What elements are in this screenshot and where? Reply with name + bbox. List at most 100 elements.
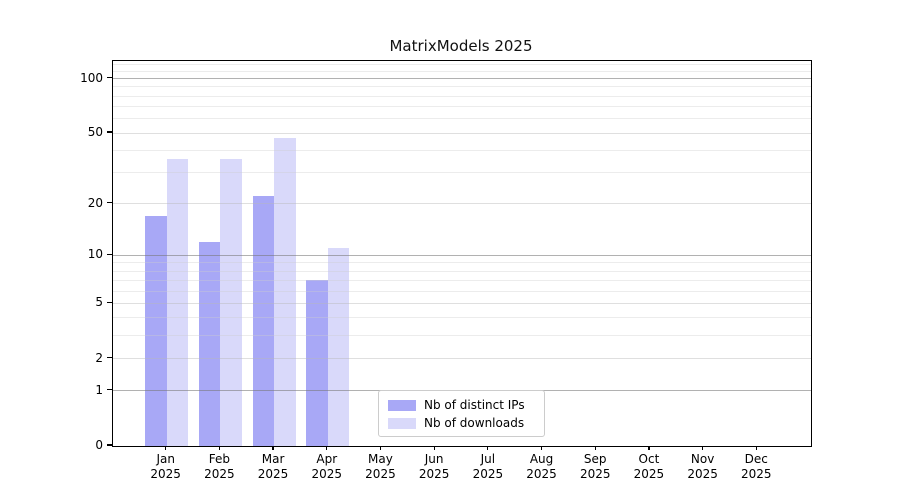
x-tick-label: May 2025: [353, 452, 407, 481]
y-tick-mark: [107, 356, 112, 359]
major-gridline: [113, 132, 811, 134]
x-tick-mark: [702, 446, 704, 450]
x-tick-year: 2025: [311, 466, 343, 481]
x-tick-mark: [433, 446, 435, 450]
legend-item-distinct-ips: Nb of distinct IPs: [388, 398, 535, 412]
bar-distinct-ips-jan: [145, 215, 167, 446]
x-tick-month: Dec: [744, 452, 768, 466]
x-tick-year: 2025: [526, 466, 557, 481]
minor-gridline: [113, 317, 811, 319]
x-tick-mark: [594, 446, 596, 450]
y-tick-label: 5: [95, 295, 103, 310]
minor-gridline: [113, 95, 811, 97]
y-tick-mark: [107, 131, 112, 133]
x-tick-month: Apr: [316, 452, 338, 466]
minor-gridline: [113, 262, 811, 264]
y-tick-label: 10: [87, 247, 103, 262]
bar-distinct-ips-feb: [198, 241, 221, 446]
y-tick-label: 100: [80, 70, 103, 85]
y-tick-label: 2: [95, 350, 103, 365]
x-tick-label: Jul 2025: [461, 452, 515, 481]
x-tick-year: 2025: [579, 466, 611, 481]
y-tick-mark: [107, 253, 112, 255]
minor-gridline: [113, 270, 811, 272]
minor-gridline: [113, 63, 811, 65]
major-gridline: [113, 358, 811, 360]
minor-gridline: [113, 279, 811, 281]
x-tick-year: 2025: [633, 466, 665, 481]
major-gridline: [113, 254, 811, 256]
x-tick-year: 2025: [150, 466, 181, 481]
x-tick-label: Aug 2025: [515, 452, 569, 481]
bar-downloads-mar: [274, 137, 296, 446]
y-tick-label: 1: [95, 382, 103, 397]
x-tick-year: 2025: [418, 466, 450, 481]
x-tick-label: Feb 2025: [192, 452, 246, 481]
legend-swatch-distinct-ips: [388, 399, 416, 411]
x-tick-label: Jun 2025: [407, 452, 461, 481]
x-tick-mark: [648, 446, 650, 450]
bar-downloads-feb: [220, 158, 242, 446]
x-tick-month: Aug: [529, 452, 554, 466]
grid-layer: [113, 61, 811, 446]
minor-gridline: [113, 172, 811, 174]
minor-gridline: [113, 70, 811, 72]
minor-gridline: [113, 106, 811, 108]
x-tick-month: Jan: [156, 452, 175, 466]
x-tick-mark: [218, 446, 220, 450]
x-tick-label: Mar 2025: [246, 452, 300, 481]
bar-downloads-apr: [327, 248, 350, 446]
minor-gridline: [113, 290, 811, 292]
x-tick-month: Jul: [480, 452, 496, 466]
x-tick-year: 2025: [472, 466, 504, 481]
x-tick-mark: [755, 446, 757, 450]
minor-gridline: [113, 86, 811, 88]
x-tick-mark: [540, 446, 543, 450]
x-tick-month: Oct: [638, 452, 660, 466]
minor-gridline: [113, 118, 811, 120]
x-tick-month: May: [368, 452, 393, 466]
legend-label-distinct-ips: Nb of distinct IPs: [424, 398, 525, 412]
x-tick-month: Mar: [261, 452, 285, 466]
major-gridline: [113, 203, 811, 205]
y-tick-label: 20: [87, 195, 103, 210]
x-tick-year: 2025: [365, 466, 396, 481]
x-tick-year: 2025: [204, 466, 235, 481]
legend-item-downloads: Nb of downloads: [388, 416, 535, 430]
y-tick-mark: [107, 444, 112, 446]
x-tick-mark: [326, 446, 328, 450]
x-tick-month: Nov: [690, 452, 715, 466]
bars-layer: [113, 61, 811, 446]
x-tick-label: Oct 2025: [622, 452, 676, 481]
legend-label-downloads: Nb of downloads: [424, 416, 525, 430]
y-tick-mark: [107, 301, 112, 303]
x-tick-year: 2025: [257, 466, 289, 481]
y-tick-mark: [107, 389, 112, 391]
x-tick-year: 2025: [741, 466, 772, 481]
x-tick-label: Jan 2025: [139, 452, 193, 481]
bar-distinct-ips-apr: [306, 280, 328, 446]
x-tick-mark: [272, 446, 274, 450]
bar-downloads-jan: [166, 158, 189, 446]
y-tick-label: 0: [95, 438, 103, 452]
y-tick-mark: [107, 77, 112, 79]
x-tick-mark: [165, 446, 167, 450]
minor-gridline: [113, 335, 811, 337]
minor-gridline: [113, 149, 811, 151]
legend-swatch-downloads: [388, 417, 416, 429]
chart-title: MatrixModels 2025: [389, 37, 533, 55]
x-tick-mark: [379, 446, 382, 450]
x-tick-month: Jun: [424, 452, 444, 466]
y-tick-mark: [107, 202, 112, 204]
x-tick-mark: [487, 446, 489, 450]
bar-distinct-ips-mar: [252, 196, 275, 446]
x-tick-label: Sep 2025: [568, 452, 622, 481]
y-tick-label: 50: [87, 125, 103, 139]
x-tick-year: 2025: [687, 466, 718, 481]
major-gridline: [113, 78, 811, 80]
x-tick-label: Nov 2025: [676, 452, 730, 481]
x-tick-month: Sep: [583, 452, 607, 466]
x-tick-label: Apr 2025: [300, 452, 354, 481]
x-tick-month: Feb: [208, 452, 230, 466]
